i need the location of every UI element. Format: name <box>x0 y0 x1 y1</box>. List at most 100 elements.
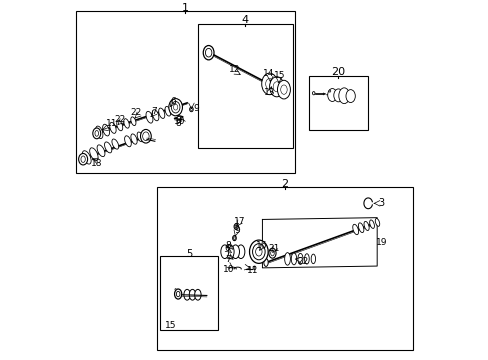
Text: 17: 17 <box>233 217 244 226</box>
Text: 9: 9 <box>193 104 199 113</box>
Ellipse shape <box>277 80 290 99</box>
Ellipse shape <box>374 219 379 226</box>
Ellipse shape <box>176 291 180 297</box>
Ellipse shape <box>189 107 193 112</box>
Ellipse shape <box>117 121 122 131</box>
Text: 11: 11 <box>106 119 117 128</box>
Ellipse shape <box>82 151 91 164</box>
Ellipse shape <box>265 78 273 89</box>
Text: 2: 2 <box>281 179 287 189</box>
Ellipse shape <box>268 248 276 258</box>
Ellipse shape <box>189 289 195 300</box>
Ellipse shape <box>327 89 336 102</box>
Text: 22: 22 <box>130 108 142 117</box>
Ellipse shape <box>140 130 151 143</box>
Ellipse shape <box>81 156 85 162</box>
Ellipse shape <box>358 223 363 233</box>
Ellipse shape <box>363 221 368 230</box>
Ellipse shape <box>232 235 236 240</box>
Ellipse shape <box>234 224 238 229</box>
Ellipse shape <box>369 220 374 228</box>
Text: 8: 8 <box>175 119 181 128</box>
Bar <box>198 24 292 148</box>
Text: 8: 8 <box>225 241 231 250</box>
Text: 7: 7 <box>151 107 157 116</box>
Text: 5: 5 <box>185 249 192 259</box>
Ellipse shape <box>159 108 164 118</box>
Text: 13: 13 <box>264 87 275 96</box>
Ellipse shape <box>291 253 296 265</box>
Ellipse shape <box>102 124 109 136</box>
Ellipse shape <box>264 258 267 266</box>
Text: 20: 20 <box>331 67 345 77</box>
Ellipse shape <box>237 245 244 258</box>
Ellipse shape <box>112 139 119 149</box>
Ellipse shape <box>304 254 308 264</box>
Ellipse shape <box>269 77 284 97</box>
Ellipse shape <box>123 119 129 128</box>
Ellipse shape <box>152 110 159 121</box>
Ellipse shape <box>174 289 182 299</box>
Ellipse shape <box>96 126 102 139</box>
Ellipse shape <box>168 99 182 116</box>
Ellipse shape <box>131 134 137 144</box>
Text: 3: 3 <box>378 198 384 208</box>
Text: 1: 1 <box>182 3 188 13</box>
Ellipse shape <box>143 130 148 139</box>
Ellipse shape <box>233 237 235 239</box>
Ellipse shape <box>270 251 274 256</box>
Ellipse shape <box>255 247 262 256</box>
Ellipse shape <box>252 244 264 260</box>
Ellipse shape <box>171 105 176 114</box>
Ellipse shape <box>142 132 149 140</box>
Text: 6: 6 <box>224 244 230 253</box>
Ellipse shape <box>235 225 237 228</box>
Text: 12: 12 <box>228 65 240 74</box>
Text: 22: 22 <box>296 257 307 266</box>
Ellipse shape <box>280 85 286 94</box>
Text: 14: 14 <box>263 69 274 78</box>
Ellipse shape <box>205 48 211 57</box>
Ellipse shape <box>194 289 201 300</box>
Ellipse shape <box>231 245 239 258</box>
Text: 4: 4 <box>241 15 248 26</box>
Ellipse shape <box>130 117 136 126</box>
Ellipse shape <box>89 148 98 160</box>
Ellipse shape <box>109 122 116 133</box>
Text: 9: 9 <box>234 226 240 235</box>
Text: 18: 18 <box>91 159 102 168</box>
Ellipse shape <box>183 289 190 300</box>
Bar <box>156 187 412 350</box>
Ellipse shape <box>297 253 303 264</box>
Ellipse shape <box>328 90 330 92</box>
Text: 21: 21 <box>268 244 279 253</box>
Ellipse shape <box>249 240 267 264</box>
Ellipse shape <box>352 224 358 235</box>
Bar <box>160 256 217 330</box>
Ellipse shape <box>221 245 228 258</box>
Ellipse shape <box>338 88 349 104</box>
Bar <box>76 12 294 173</box>
Ellipse shape <box>253 266 255 270</box>
Text: 10: 10 <box>173 117 184 126</box>
Text: 7: 7 <box>225 255 231 264</box>
Ellipse shape <box>79 153 87 165</box>
Ellipse shape <box>175 289 176 290</box>
Text: 10: 10 <box>222 265 234 274</box>
Ellipse shape <box>146 111 153 123</box>
Text: 16: 16 <box>255 242 267 251</box>
Ellipse shape <box>261 73 277 95</box>
Ellipse shape <box>104 142 112 153</box>
Ellipse shape <box>333 89 343 102</box>
Ellipse shape <box>346 90 355 103</box>
Ellipse shape <box>93 128 101 139</box>
Text: 19: 19 <box>375 238 386 247</box>
Text: 22: 22 <box>114 114 125 123</box>
Ellipse shape <box>165 107 170 116</box>
Text: 15: 15 <box>273 71 285 80</box>
Ellipse shape <box>226 245 234 258</box>
Ellipse shape <box>171 102 180 113</box>
Ellipse shape <box>95 131 99 136</box>
Text: 11: 11 <box>247 266 258 275</box>
Ellipse shape <box>97 145 105 157</box>
